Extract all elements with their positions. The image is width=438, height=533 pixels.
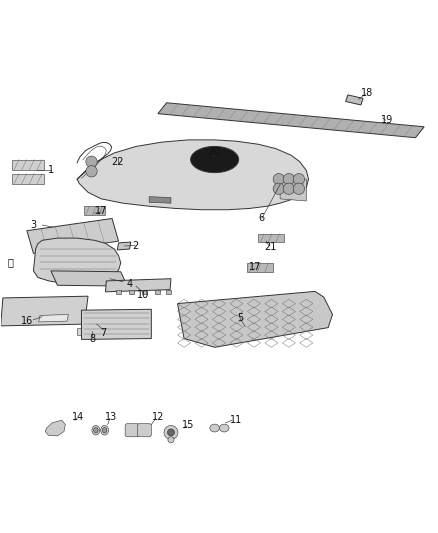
Polygon shape: [258, 234, 284, 243]
Text: 4: 4: [127, 279, 133, 289]
Text: 19: 19: [381, 115, 393, 125]
Polygon shape: [27, 219, 119, 253]
Bar: [142, 289, 148, 294]
Bar: [129, 289, 134, 294]
Text: 1: 1: [48, 165, 54, 175]
Text: 14: 14: [72, 412, 85, 422]
Polygon shape: [33, 238, 121, 284]
Text: 8: 8: [89, 334, 95, 344]
Text: 21: 21: [264, 242, 277, 252]
Polygon shape: [39, 314, 68, 322]
FancyBboxPatch shape: [125, 424, 139, 437]
Ellipse shape: [219, 424, 229, 432]
Circle shape: [283, 174, 294, 185]
Text: 13: 13: [105, 412, 117, 422]
Text: 7: 7: [100, 328, 106, 338]
Circle shape: [86, 156, 97, 167]
Polygon shape: [12, 159, 44, 171]
Polygon shape: [346, 95, 363, 105]
Polygon shape: [280, 177, 306, 201]
Text: 17: 17: [249, 262, 261, 272]
Polygon shape: [177, 292, 332, 348]
Polygon shape: [247, 263, 273, 272]
Text: 17: 17: [95, 206, 107, 216]
Text: 18: 18: [361, 88, 374, 98]
Ellipse shape: [94, 427, 98, 433]
Polygon shape: [84, 206, 106, 215]
Text: 3: 3: [30, 220, 36, 230]
Circle shape: [167, 429, 174, 436]
Ellipse shape: [101, 425, 109, 435]
Polygon shape: [158, 103, 424, 138]
Text: 15: 15: [182, 419, 194, 430]
Text: 12: 12: [152, 412, 164, 422]
Polygon shape: [117, 242, 131, 250]
Text: 🔧: 🔧: [7, 257, 13, 267]
Bar: [166, 289, 171, 294]
Bar: [116, 289, 121, 294]
Text: 22: 22: [111, 157, 124, 167]
Ellipse shape: [210, 424, 219, 432]
Circle shape: [273, 183, 285, 195]
Circle shape: [293, 183, 304, 195]
Polygon shape: [106, 279, 171, 292]
Ellipse shape: [102, 427, 107, 433]
FancyBboxPatch shape: [138, 424, 151, 437]
Circle shape: [283, 183, 294, 195]
Polygon shape: [1, 296, 88, 326]
Text: 10: 10: [137, 290, 149, 300]
Polygon shape: [45, 420, 65, 436]
Circle shape: [273, 174, 285, 185]
Circle shape: [164, 425, 178, 439]
Polygon shape: [77, 328, 106, 335]
Polygon shape: [81, 309, 151, 340]
Polygon shape: [12, 174, 44, 184]
Ellipse shape: [191, 147, 239, 173]
Text: 11: 11: [230, 415, 243, 425]
Bar: [155, 289, 160, 294]
Circle shape: [86, 166, 97, 177]
Ellipse shape: [92, 425, 100, 435]
Circle shape: [168, 437, 174, 443]
Text: 2: 2: [132, 240, 138, 251]
Text: 5: 5: [237, 313, 243, 323]
Polygon shape: [51, 271, 127, 286]
Polygon shape: [149, 197, 171, 203]
Circle shape: [293, 174, 304, 185]
Text: 6: 6: [259, 214, 265, 223]
Text: 16: 16: [21, 316, 33, 326]
Polygon shape: [77, 140, 308, 210]
Text: 20: 20: [208, 147, 220, 157]
